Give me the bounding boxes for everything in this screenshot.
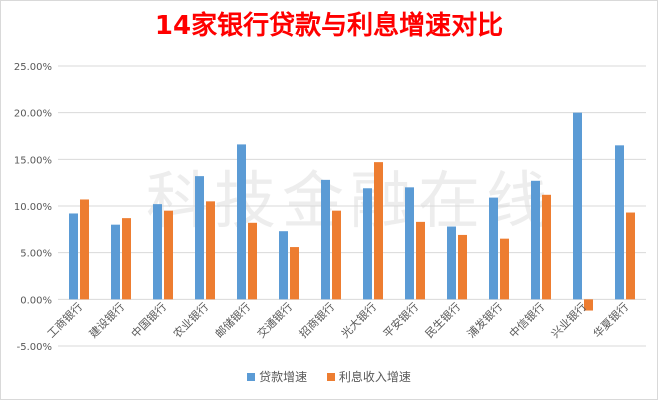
x-tick-label: 民生银行 [422, 300, 463, 341]
legend-label-loan: 贷款增速 [259, 370, 308, 384]
bar-loan-growth [489, 197, 498, 300]
bar-loan-growth [237, 144, 246, 300]
bar-loan-growth [405, 187, 414, 300]
y-tick-label: 25.00% [14, 62, 52, 73]
x-tick-label: 建设银行 [86, 300, 127, 341]
bar-interest-growth [122, 218, 131, 300]
x-tick-label: 招商银行 [296, 300, 337, 341]
x-tick-label: 光大银行 [338, 300, 379, 341]
bar-interest-growth [332, 210, 341, 300]
bar-loan-growth [195, 176, 204, 300]
y-tick-label: 15.00% [14, 155, 52, 166]
bar-loan-growth [111, 224, 120, 300]
bar-loan-growth [531, 180, 540, 300]
bar-loan-growth [153, 204, 162, 300]
bar-interest-growth [80, 199, 89, 300]
bar-interest-growth [458, 234, 467, 300]
x-tick-label: 平安银行 [380, 300, 421, 341]
bar-loan-growth [615, 145, 624, 300]
y-tick-label: -5.00% [17, 342, 52, 353]
bar-interest-growth [416, 221, 425, 300]
legend-label-interest: 利息收入增速 [338, 370, 411, 384]
x-tick-label: 浦发银行 [464, 300, 505, 341]
legend: 贷款增速 利息收入增速 [0, 368, 658, 385]
bar-interest-growth [542, 194, 551, 300]
x-tick-label: 中国银行 [128, 300, 169, 341]
legend-item-loan[interactable]: 贷款增速 [247, 368, 307, 385]
x-tick-label: 中信银行 [506, 300, 547, 341]
y-tick-label: 0.00% [20, 295, 52, 306]
y-tick-label: 5.00% [20, 249, 52, 260]
legend-swatch-interest [326, 372, 335, 381]
legend-swatch-loan [247, 372, 256, 381]
bar-interest-growth [626, 212, 635, 300]
bar-interest-growth [374, 162, 383, 300]
bar-interest-growth [206, 201, 215, 300]
bar-interest-growth [248, 222, 257, 300]
bar-loan-growth [447, 226, 456, 300]
x-tick-label: 交通银行 [254, 300, 295, 341]
bar-interest-growth [584, 299, 593, 311]
bar-interest-growth [164, 210, 173, 300]
x-tick-label: 邮储银行 [212, 300, 253, 341]
x-tick-label: 农业银行 [170, 300, 211, 341]
bar-loan-growth [321, 179, 330, 300]
x-tick-label: 华夏银行 [590, 300, 631, 341]
y-tick-label: 10.00% [14, 202, 52, 213]
bar-interest-growth [500, 238, 509, 300]
y-tick-label: 20.00% [14, 109, 52, 120]
legend-item-interest[interactable]: 利息收入增速 [326, 368, 411, 385]
bar-loan-growth [69, 213, 78, 300]
chart-title: 14家银行贷款与利息增速对比 [154, 11, 504, 41]
bar-loan-growth [279, 231, 288, 300]
bar-interest-growth [290, 247, 299, 300]
x-tick-label: 兴业银行 [548, 300, 589, 341]
bar-loan-growth [573, 112, 582, 300]
bar-loan-growth [363, 188, 372, 300]
